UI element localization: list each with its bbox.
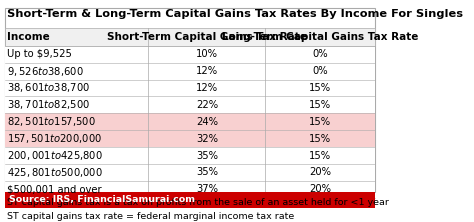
- Text: Short-Term & Long-Term Capital Gains Tax Rates By Income For Singles: Short-Term & Long-Term Capital Gains Tax…: [7, 9, 463, 19]
- Bar: [5, 147, 374, 164]
- Text: $500,001 and over: $500,001 and over: [7, 184, 101, 194]
- Text: 12%: 12%: [196, 66, 218, 76]
- Text: $157,501 to $200,000: $157,501 to $200,000: [7, 132, 102, 145]
- Bar: [5, 8, 374, 192]
- Text: $82,501 to $157,500: $82,501 to $157,500: [7, 115, 96, 128]
- Text: 15%: 15%: [309, 100, 331, 110]
- Text: $425,801 to $500,000: $425,801 to $500,000: [7, 166, 103, 179]
- Text: 10%: 10%: [196, 49, 218, 59]
- Bar: [5, 46, 374, 63]
- Text: Short-Term Capital Gains Tax Rate: Short-Term Capital Gains Tax Rate: [107, 32, 307, 42]
- Text: Source: IRS, FinancialSamurai.com: Source: IRS, FinancialSamurai.com: [9, 195, 195, 204]
- Text: 22%: 22%: [196, 100, 218, 110]
- Text: $200,001 to $425,800: $200,001 to $425,800: [7, 149, 103, 162]
- Text: 15%: 15%: [309, 134, 331, 144]
- Text: 15%: 15%: [309, 151, 331, 161]
- Text: 20%: 20%: [309, 167, 331, 177]
- Bar: [5, 63, 374, 79]
- Bar: [5, 181, 374, 198]
- Text: 24%: 24%: [196, 117, 218, 127]
- Text: ST capital gains tax is a tax on profits from the sale of an asset held for <1 y: ST capital gains tax is a tax on profits…: [7, 198, 389, 207]
- Text: ST capital gains tax rate = federal marginal income tax rate: ST capital gains tax rate = federal marg…: [7, 212, 294, 222]
- Text: Up to $9,525: Up to $9,525: [7, 49, 72, 59]
- Text: 37%: 37%: [196, 184, 218, 194]
- Text: 35%: 35%: [196, 151, 218, 161]
- Text: 15%: 15%: [309, 83, 331, 93]
- Text: 12%: 12%: [196, 83, 218, 93]
- Text: 35%: 35%: [196, 167, 218, 177]
- Bar: [5, 164, 374, 181]
- Bar: [5, 79, 374, 96]
- Text: 15%: 15%: [309, 117, 331, 127]
- Text: 0%: 0%: [312, 49, 328, 59]
- Text: $38,601 to $38,700: $38,601 to $38,700: [7, 81, 90, 94]
- Text: 20%: 20%: [309, 184, 331, 194]
- Bar: [5, 192, 374, 208]
- Bar: [5, 130, 374, 147]
- Bar: [5, 96, 374, 113]
- Bar: [5, 28, 374, 46]
- Text: 32%: 32%: [196, 134, 218, 144]
- Text: Long-Term Capital Gains Tax Rate: Long-Term Capital Gains Tax Rate: [222, 32, 418, 42]
- Text: Income: Income: [7, 32, 50, 42]
- Text: $9,526 to $38,600: $9,526 to $38,600: [7, 65, 84, 77]
- Bar: [5, 113, 374, 130]
- Text: 0%: 0%: [312, 66, 328, 76]
- Text: $38,701 to $82,500: $38,701 to $82,500: [7, 98, 90, 111]
